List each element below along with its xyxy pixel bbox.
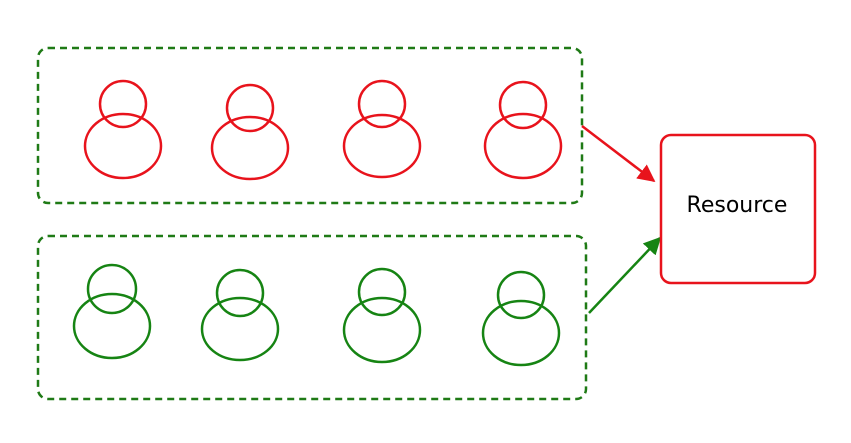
person-icon — [342, 79, 422, 179]
person-icon — [342, 267, 422, 364]
arrow-top-to-resource — [581, 125, 656, 183]
group-bottom-border — [36, 234, 588, 401]
arrow-bottom-to-resource — [588, 236, 662, 314]
group-top — [36, 46, 584, 205]
resource-box — [659, 133, 817, 285]
person-icon — [481, 270, 561, 367]
group-bottom — [36, 234, 588, 401]
person-icon — [72, 263, 152, 360]
resource-label: Resource — [687, 193, 788, 218]
person-icon — [83, 79, 163, 180]
person-icon — [210, 83, 290, 181]
group-top-border — [36, 46, 584, 205]
person-icon — [200, 268, 280, 362]
person-icon — [483, 80, 563, 180]
resource-node: Resource — [659, 133, 817, 285]
